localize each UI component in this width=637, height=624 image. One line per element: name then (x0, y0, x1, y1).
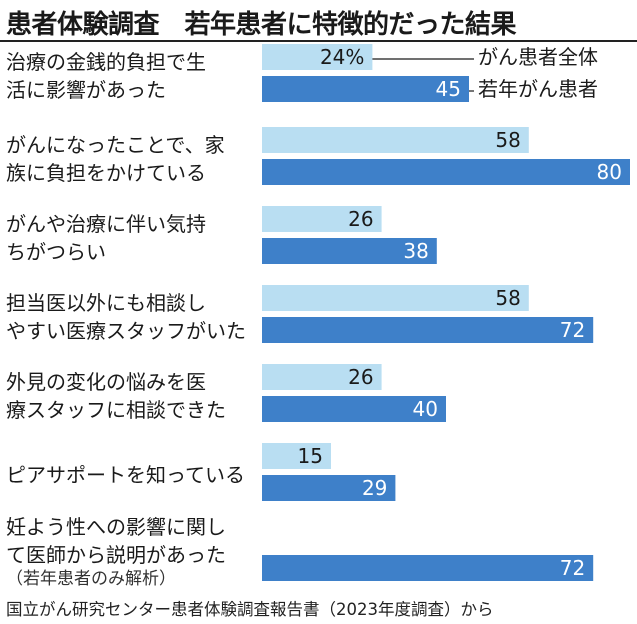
data-label: 29 (362, 476, 387, 500)
data-label: 15 (298, 444, 323, 468)
legend-label-all: がん患者全体 (478, 45, 598, 69)
bar-young-patients (262, 159, 630, 185)
category-label: やすい医療スタッフがいた (6, 319, 246, 343)
data-label: 24% (320, 45, 364, 69)
bar-young-patients (262, 317, 594, 343)
bar-young-patients (262, 555, 594, 581)
bar-all-patients (262, 127, 529, 153)
category-label: 療スタッフに相談できた (6, 398, 226, 422)
data-label: 80 (597, 160, 622, 184)
data-label: 40 (413, 397, 438, 421)
legend-label-young: 若年がん患者 (478, 77, 598, 101)
bar-all-patients (262, 443, 331, 469)
data-label: 45 (436, 77, 461, 101)
data-label: 38 (403, 239, 428, 263)
category-label: て医師から説明があった (6, 543, 226, 567)
bar-young-patients (262, 475, 396, 501)
bar-young-patients (262, 238, 437, 264)
data-label: 58 (495, 128, 520, 152)
category-label: 担当医以外にも相談し (6, 291, 206, 315)
category-label: 治療の金銭的負担で生 (6, 50, 206, 74)
data-label: 72 (560, 556, 585, 580)
bar-all-patients (262, 285, 529, 311)
category-label: 外見の変化の悩みを医 (6, 370, 206, 394)
category-label: 活に影響があった (6, 78, 166, 102)
bar-young-patients (262, 76, 469, 102)
data-label: 58 (495, 286, 520, 310)
bar-all-patients (262, 44, 373, 70)
title-divider (0, 40, 637, 42)
category-label: がんになったことで、家 (6, 133, 225, 157)
category-label: 族に負担をかけている (6, 161, 206, 185)
category-label: ピアサポートを知っている (6, 463, 245, 487)
category-label: ちがつらい (6, 240, 106, 264)
category-note: （若年患者のみ解析） (6, 569, 176, 589)
data-label: 72 (560, 318, 585, 342)
chart-title: 患者体験調査 若年患者に特徴的だった結果 (6, 10, 517, 40)
data-label: 26 (348, 207, 373, 231)
source-note: 国立がん研究センター患者体験調査報告書（2023年度調査）から (6, 600, 494, 619)
bar-all-patients (262, 364, 382, 390)
bar-young-patients (262, 396, 446, 422)
category-label: 妊よう性への影響に関し (6, 515, 226, 539)
bar-all-patients (262, 206, 382, 232)
data-label: 26 (348, 365, 373, 389)
category-label: がんや治療に伴い気持 (6, 212, 206, 236)
